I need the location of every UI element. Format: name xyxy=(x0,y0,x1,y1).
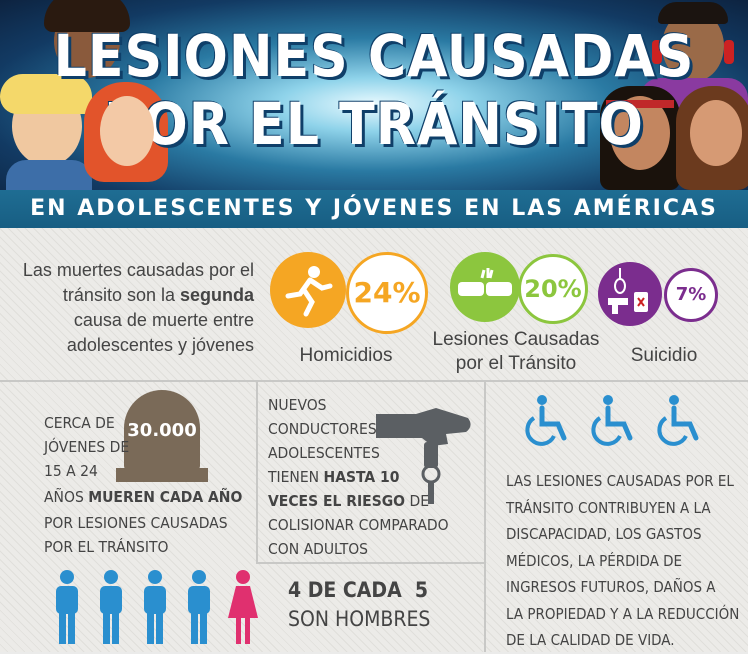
stat-homicides-label: Homicidios xyxy=(299,345,393,366)
wheelchair-icon xyxy=(657,395,699,446)
drivers-line-2: CONDUCTORES xyxy=(268,420,377,438)
deaths-line-2: JÓVENES DE xyxy=(44,438,130,456)
subtitle: EN ADOLESCENTES Y JÓVENES EN LAS AMÉRICA… xyxy=(30,196,718,221)
stat-traffic-percent: 20% xyxy=(518,254,588,324)
gender-ratio-text: 4 DE CADA 5 SON HOMBRES xyxy=(288,578,431,631)
drivers-line-4: TIENEN HASTA 10 xyxy=(268,468,400,486)
deaths-line-1: CERCA DE xyxy=(44,414,115,432)
wheelchair-icon xyxy=(525,395,567,446)
tombstone-number: 30.000 xyxy=(127,420,197,441)
male-person-icon xyxy=(56,570,78,644)
header-banner: LESIONES CAUSADAS POR EL TRÁNSITO xyxy=(0,0,748,190)
drivers-line-6: COLISIONAR COMPARADO xyxy=(268,516,449,534)
drivers-box-bottom xyxy=(256,562,484,564)
title-line-1: LESIONES CAUSADAS xyxy=(53,22,695,90)
deaths-line-5: POR LESIONES CAUSADAS xyxy=(44,514,228,532)
male-person-icon xyxy=(144,570,166,644)
drivers-line-3: ADOLESCENTES xyxy=(268,444,380,462)
deaths-line-3: 15 A 24 xyxy=(44,462,98,480)
drivers-line-7: CON ADULTOS xyxy=(268,540,369,558)
hand-with-car-key-icon xyxy=(376,404,476,513)
stat-suicide-percent: 7% xyxy=(664,268,718,322)
section-divider xyxy=(0,380,748,382)
stat-suicide-label: Suicidio xyxy=(630,345,698,366)
tombstone-icon xyxy=(124,390,200,470)
deaths-line-6: POR EL TRÁNSITO xyxy=(44,538,169,556)
intro-text: Las muertes causadas por el tránsito son… xyxy=(22,260,254,355)
female-person-icon xyxy=(228,570,258,644)
male-person-icon xyxy=(100,570,122,644)
title-line-2: POR EL TRÁNSITO xyxy=(104,90,644,158)
drivers-line-5: VECES EL RIESGO DE xyxy=(268,492,430,510)
drivers-line-1: NUEVOS xyxy=(268,396,327,414)
wheelchair-icon xyxy=(591,395,633,446)
stat-homicides-percent: 24% xyxy=(346,252,428,334)
running-person-icon xyxy=(270,252,346,328)
noose-gun-poison-icon xyxy=(598,262,662,326)
car-crash-icon xyxy=(450,252,520,322)
column-divider-1 xyxy=(256,382,258,564)
tombstone-base xyxy=(116,468,208,482)
disability-text: LAS LESIONES CAUSADAS POR EL TRÁNSITO CO… xyxy=(506,472,740,649)
subtitle-bar xyxy=(0,190,748,230)
stat-traffic-label: Lesiones Causadas por el Tránsito xyxy=(432,329,600,374)
column-divider-2 xyxy=(484,382,486,652)
deaths-line-4: AÑOS MUEREN CADA AÑO xyxy=(44,488,243,506)
male-person-icon xyxy=(188,570,210,644)
